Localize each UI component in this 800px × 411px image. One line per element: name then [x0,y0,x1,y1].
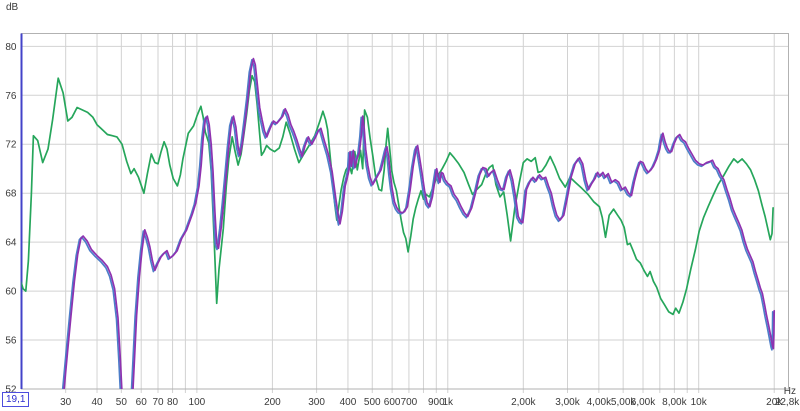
x-tick-label: 80 [167,397,179,408]
y-tick-label: 52 [5,385,17,396]
green-trace [21,74,774,316]
x-tick-label: 5,00k [611,397,636,408]
x-tick-label: 70 [152,397,164,408]
y-tick-label: 60 [5,287,17,298]
x-tick-label: 8,00k [662,397,687,408]
x-tick-label: 500 [364,397,381,408]
y-tick-label: 68 [5,189,17,200]
y-tick-label: 56 [5,336,17,347]
x-tick-label: 10k [691,397,708,408]
x-axis-unit-label: Hz [783,386,796,397]
x-tick-label: 200 [264,397,281,408]
x-tick-label: 60 [136,397,148,408]
x-tick-label: 50 [116,397,128,408]
y-axis-unit-label: dB [6,2,19,13]
x-tick-label: 600 [384,397,401,408]
x-tick-label: 40 [91,397,103,408]
x-tick-label: 3,00k [555,397,580,408]
x-tick-label: 4,00k [587,397,612,408]
x-tick-label: 700 [401,397,418,408]
x-tick-label: 100 [189,397,206,408]
x-tick-label: 900 [428,397,445,408]
x-tick-label: 6,00k [631,397,656,408]
x-tick-label: 1k [443,397,455,408]
blue-trace [61,58,774,389]
cursor-frequency-readout[interactable]: 19,1 [2,392,30,407]
y-tick-label: 80 [5,42,17,53]
x-tick-label: 30 [60,397,72,408]
x-tick-label: 2,00k [511,397,536,408]
x-tick-label: 300 [308,397,325,408]
purple-trace [63,57,776,389]
y-tick-label: 64 [5,238,17,249]
y-tick-label: 76 [5,91,17,102]
y-tick-label: 72 [5,140,17,151]
x-tick-label: 400 [340,397,357,408]
x-tick-label: 22,8k [775,397,800,408]
x-tick-label: 20k [766,397,783,408]
